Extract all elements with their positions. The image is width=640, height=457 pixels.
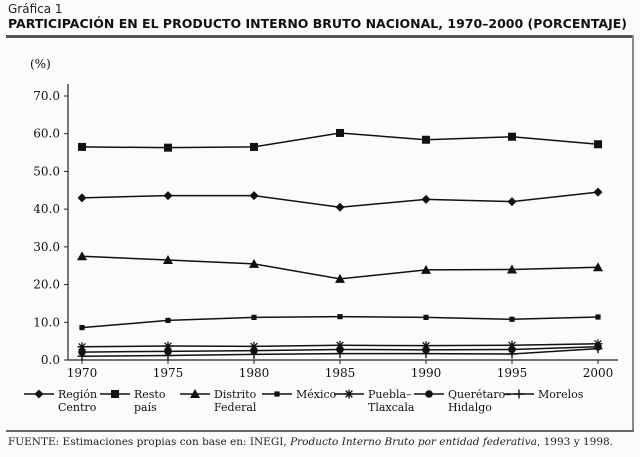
data-point-region-centro (335, 202, 345, 212)
data-point-resto-pais (594, 140, 602, 149)
legend-label-mexico: México (296, 388, 337, 401)
source-note: FUENTE: Estimaciones propias con base en… (8, 436, 613, 448)
y-axis-label: (%) (30, 57, 51, 71)
data-point-region-centro (249, 191, 259, 201)
data-point-mexico (595, 314, 601, 320)
legend-marker-mexico (274, 391, 280, 397)
legend-marker-morelos (514, 389, 524, 399)
data-point-resto-pais (422, 135, 430, 144)
data-point-morelos (77, 351, 87, 361)
legend-label-puebla-tlaxcala: Puebla– (368, 388, 412, 401)
data-point-region-centro (163, 191, 173, 201)
data-point-mexico (423, 314, 429, 320)
legend-marker-queretaro-hidalgo (425, 390, 433, 398)
data-point-mexico (509, 316, 515, 322)
y-tick-label: 50.0 (33, 164, 60, 178)
y-tick-label: 30.0 (33, 240, 60, 254)
legend-label-region-centro: Centro (58, 401, 97, 414)
x-tick-label: 1995 (497, 366, 528, 380)
legend-label-morelos: Morelos (538, 388, 584, 401)
data-point-distrito-federal (249, 258, 259, 268)
x-tick-label: 1975 (153, 366, 184, 380)
y-tick-label: 60.0 (33, 127, 60, 141)
data-point-puebla-tlaxcala (77, 342, 87, 352)
legend-label-region-centro: Región (58, 388, 97, 401)
legend-label-distrito-federal: Federal (214, 401, 257, 414)
data-point-mexico (165, 317, 171, 323)
data-point-resto-pais (250, 142, 258, 151)
legend-label-queretaro-hidalgo: Querétaro– (448, 388, 511, 401)
data-point-distrito-federal (421, 264, 431, 274)
x-tick-label: 1990 (411, 366, 442, 380)
data-point-mexico (79, 324, 85, 331)
data-point-puebla-tlaxcala (507, 340, 517, 350)
x-tick-label: 1985 (325, 366, 356, 380)
frame-bottom-rule (6, 430, 634, 432)
source-title: Producto Interno Bruto por entidad feder… (290, 436, 537, 448)
data-point-region-centro (507, 197, 517, 207)
legend-label-puebla-tlaxcala: Tlaxcala (368, 401, 415, 414)
legend-label-resto-pais: país (134, 401, 157, 414)
data-point-distrito-federal (335, 273, 345, 283)
data-point-queretaro-hidalgo (508, 345, 516, 354)
legend-label-distrito-federal: Distrito (214, 388, 257, 401)
y-tick-label: 20.0 (33, 278, 60, 292)
data-point-resto-pais (78, 142, 86, 151)
data-point-resto-pais (508, 132, 516, 141)
data-point-puebla-tlaxcala (421, 341, 431, 351)
line-chart: 0.0 10.0 20.0 30.0 40.0 50.0 60.0 70.0 (%) 1970 19… (24, 57, 618, 414)
figure-caption: Gráfica 1 (8, 2, 63, 16)
data-point-morelos (507, 349, 517, 359)
data-point-region-centro (593, 187, 603, 197)
data-point-morelos (163, 350, 173, 360)
frame-right-rule (632, 35, 634, 432)
y-tick-label: 70.0 (33, 89, 60, 103)
legend-label-resto-pais: Resto (134, 388, 166, 401)
data-point-distrito-federal (507, 264, 517, 274)
data-point-region-centro (77, 193, 87, 203)
data-point-morelos (593, 344, 603, 354)
x-tick-label: 2000 (583, 366, 614, 380)
source-prefix: FUENTE: Estimaciones propias con base en… (8, 436, 287, 448)
legend-marker-resto-pais (111, 390, 119, 398)
data-point-puebla-tlaxcala (249, 341, 259, 351)
legend-marker-puebla-tlaxcala (344, 389, 354, 399)
source-suffix: , 1993 y 1998. (536, 436, 614, 448)
data-point-mexico (337, 314, 343, 320)
legend-label-queretaro-hidalgo: Hidalgo (448, 401, 492, 414)
y-tick-label: 0.0 (41, 353, 60, 367)
chart-title: PARTICIPACIÓN EN EL PRODUCTO INTERNO BRU… (8, 16, 627, 31)
data-point-region-centro (421, 194, 431, 204)
frame-top-rule (6, 35, 634, 38)
legend-marker-region-centro (34, 389, 44, 399)
data-point-puebla-tlaxcala (335, 340, 345, 350)
y-tick-label: 10.0 (33, 315, 60, 329)
legend-marker-distrito-federal (190, 389, 200, 398)
data-point-distrito-federal (163, 255, 173, 265)
data-point-morelos (421, 349, 431, 359)
data-point-resto-pais (336, 128, 344, 137)
data-point-resto-pais (164, 143, 172, 152)
data-point-puebla-tlaxcala (163, 341, 173, 351)
data-point-morelos (249, 349, 259, 359)
x-tick-label: 1980 (239, 366, 270, 380)
data-point-distrito-federal (593, 262, 603, 272)
data-point-mexico (251, 314, 257, 320)
data-point-morelos (335, 349, 345, 359)
data-point-distrito-federal (77, 251, 87, 261)
y-tick-label: 40.0 (33, 202, 60, 216)
x-tick-label: 1970 (67, 366, 98, 380)
